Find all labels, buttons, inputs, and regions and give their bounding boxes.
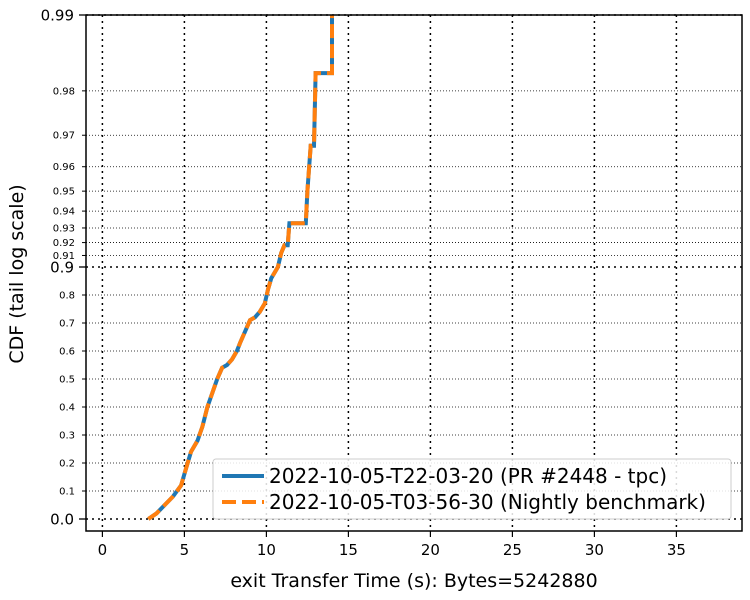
y-minor-tick-label: 0.97 [53,131,75,142]
legend: 2022-10-05-T22-03-20 (PR #2448 - tpc) 20… [212,458,732,520]
y-minor-tick-label: 0.7 [59,319,75,330]
y-major-tick-label: 0.9 [50,259,74,277]
y-minor-tick-label: 0.98 [53,86,75,97]
x-tick-label: 20 [421,541,440,559]
y-minor-tick-label: 0.6 [59,347,75,358]
series-line-2 [147,15,334,521]
x-tick-label: 35 [667,541,686,559]
x-tick-label: 15 [339,541,358,559]
y-minor-tick-label: 0.91 [53,251,75,262]
y-minor-tick-label: 0.8 [59,291,75,302]
y-minor-tick-label: 0.95 [53,187,75,198]
x-tick-label: 10 [257,541,276,559]
series-line-1 [147,15,334,521]
y-minor-tick-label: 0.94 [53,207,75,218]
y-minor-tick-label: 0.96 [53,162,75,173]
y-major-tick-label: 0.0 [50,511,74,529]
legend-frame [212,458,732,520]
x-tick-label: 25 [503,541,522,559]
legend-label-series-2: 2022-10-05-T03-56-30 (Nightly benchmark) [269,490,706,514]
y-major-tick-label: 0.99 [41,7,74,25]
y-minor-tick-label: 0.5 [59,375,75,386]
y-minor-tick-label: 0.93 [53,223,75,234]
legend-label-series-1: 2022-10-05-T22-03-20 (PR #2448 - tpc) [269,464,667,488]
axis-ticks: 0 5 10 15 20 25 30 35 0.1 0.2 0.3 0.4 0.5 0.6 0.7 0.8 0.… [41,7,686,560]
y-minor-tick-label: 0.92 [53,238,75,249]
y-minor-tick-label: 0.3 [59,431,75,442]
plot-frame [85,14,743,532]
y-minor-tick-label: 0.1 [59,487,75,498]
x-tick-label: 0 [98,541,108,559]
y-minor-tick-label: 0.4 [59,403,75,414]
y-axis-title: CDF (tail log scale) [6,184,28,363]
x-axis-title: exit Transfer Time (s): Bytes=5242880 [230,570,597,592]
x-tick-label: 5 [180,541,190,559]
x-tick-label: 30 [585,541,604,559]
y-minor-tick-label: 0.2 [59,459,75,470]
series-lines [147,15,334,521]
grid-lines [86,14,742,531]
